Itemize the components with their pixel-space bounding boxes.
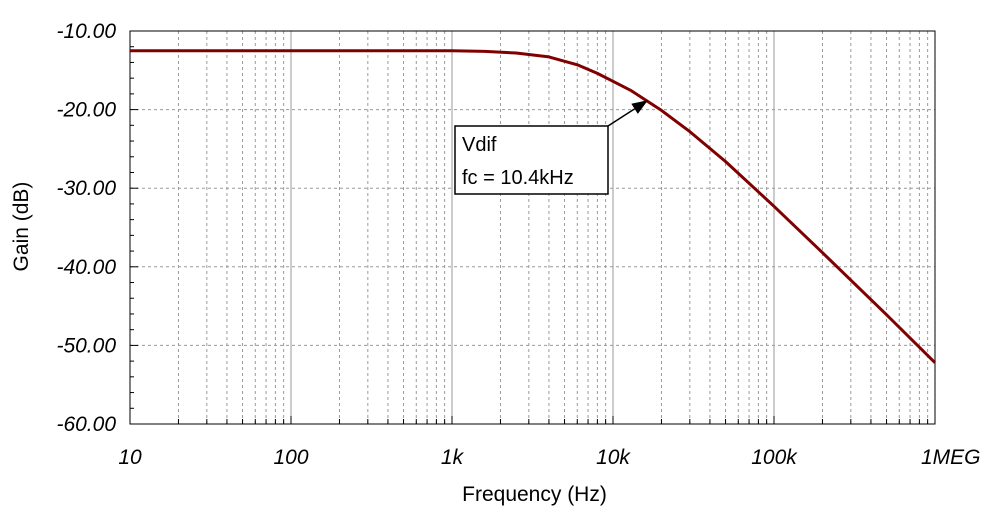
- grid: [130, 31, 935, 424]
- x-tick-label: 1k: [441, 446, 465, 469]
- plot-area-frame: [129, 30, 936, 425]
- y-tick-label: -30.00: [56, 177, 116, 200]
- x-tick-label: 100k: [751, 446, 798, 469]
- annotation-arrow-head: [631, 100, 649, 114]
- y-tick-label: -10.00: [56, 20, 116, 43]
- annotation-arrow-line: [607, 108, 635, 127]
- x-tick-label: 1MEG: [921, 446, 981, 469]
- x-axis-title: Frequency (Hz): [462, 483, 607, 506]
- y-tick-label: -50.00: [56, 334, 116, 357]
- y-tick-label: -40.00: [56, 256, 116, 279]
- x-tick-label: 10: [118, 446, 142, 469]
- cutoff-annotation: Vdif fc = 10.4kHz: [454, 100, 649, 195]
- x-axis-tick-labels: 10 100 1k 10k 100k 1MEG: [118, 446, 980, 469]
- x-tick-label: 10k: [596, 446, 631, 469]
- annotation-cutoff-text: fc = 10.4kHz: [462, 167, 574, 189]
- y-tick-label: -20.00: [56, 99, 116, 122]
- y-axis-tick-labels: -10.00 -20.00 -30.00 -40.00 -50.00 -60.00: [56, 20, 116, 436]
- gain-series-line: [130, 49, 937, 364]
- y-tick-label: -60.00: [56, 413, 116, 436]
- axis-ticks: [130, 30, 929, 425]
- annotation-series-label: Vdif: [462, 134, 497, 156]
- annotation-box: [454, 125, 609, 195]
- y-axis-title: Gain (dB): [10, 182, 33, 272]
- x-tick-label: 100: [273, 446, 308, 469]
